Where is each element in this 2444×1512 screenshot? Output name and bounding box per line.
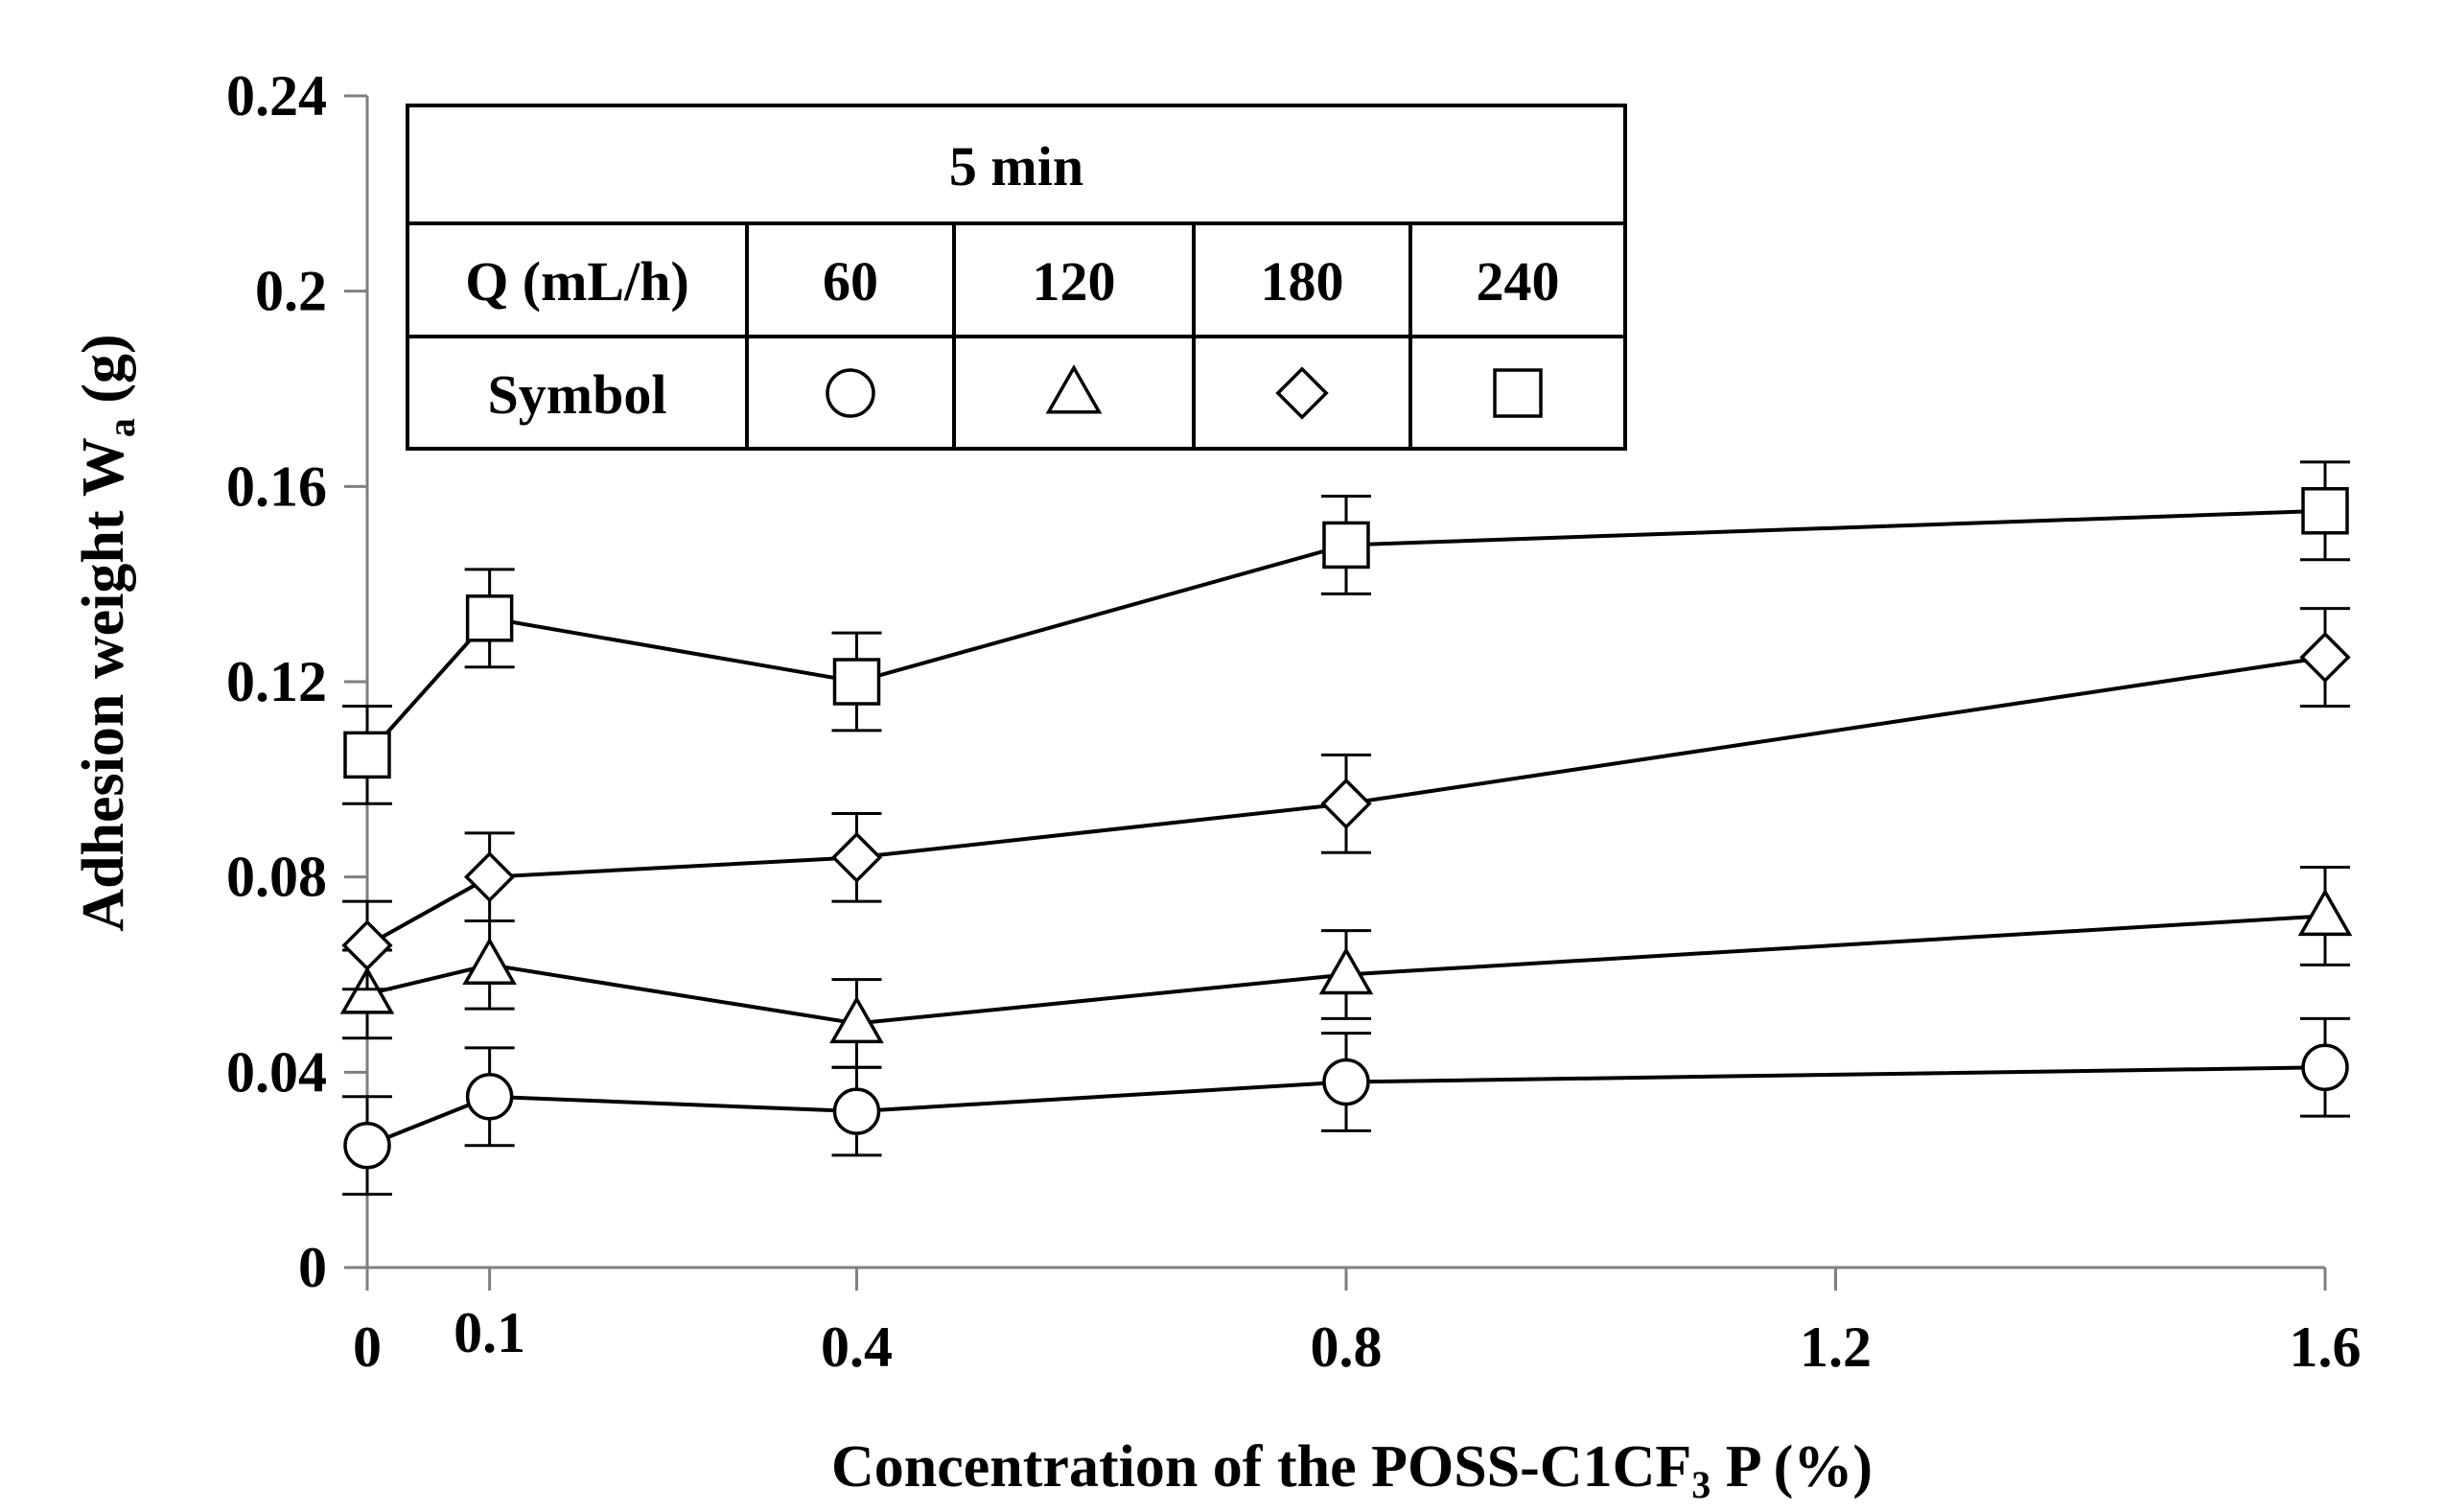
series-180 (341, 607, 2351, 991)
y-tick-label: 0.12 (226, 650, 327, 713)
x-axis-label-sub: 3 (1691, 1463, 1711, 1506)
data-point (343, 731, 391, 779)
legend-symbol-diamond (1275, 366, 1329, 420)
data-point (832, 658, 881, 706)
y-tick-label: 0.08 (226, 846, 327, 909)
y-tick-label: 0.24 (226, 64, 327, 128)
data-point (1320, 778, 1372, 829)
x-tick-label: 1.2 (1800, 1315, 1872, 1379)
y-tick-label: 0.16 (226, 454, 327, 518)
data-point (832, 1087, 881, 1135)
y-tick-label: 0.2 (255, 260, 327, 323)
data-point (2299, 631, 2351, 684)
legend-q-value: 120 (1033, 250, 1116, 313)
series-layer (339, 460, 2353, 1197)
data-point (1318, 946, 1374, 995)
data-point (341, 919, 393, 971)
y-tick-label: 0 (298, 1236, 327, 1299)
y-axis-label-sub: a (100, 418, 143, 437)
legend-q-label: Q (mL/h) (465, 250, 689, 313)
legend-q-value: 180 (1261, 250, 1344, 313)
series-120 (339, 865, 2353, 1069)
data-point (339, 966, 395, 1014)
data-point (2301, 487, 2349, 535)
legend-symbol-label: Symbol (488, 363, 667, 426)
y-axis-label: Adhesion weight Wa (g) (71, 334, 143, 931)
data-point (830, 831, 883, 883)
series-60 (342, 1016, 2350, 1197)
legend-symbol-triangle (1045, 364, 1103, 414)
data-point (465, 1073, 514, 1121)
data-point (462, 937, 517, 986)
axes: 0 0.04 0.08 0.12 0.16 0.2 0.24 0 0.1 0.4 0.8 1.2 1.6 (226, 64, 2362, 1379)
data-point (464, 851, 516, 903)
x-tick-label: 0.1 (454, 1301, 525, 1364)
x-tick-label: 0 (353, 1315, 382, 1379)
y-tick-label: 0.04 (226, 1040, 327, 1104)
legend-symbol-circle (826, 368, 875, 418)
data-point (2301, 1043, 2349, 1091)
legend-header: 5 min (949, 135, 1083, 198)
legend-q-value: 240 (1477, 250, 1560, 313)
legend-table: 5 min Q (mL/h) Symbol 60 120 180 240 (406, 104, 1627, 451)
series-240 (342, 460, 2350, 805)
legend-symbols (826, 364, 1543, 420)
data-point (2297, 888, 2353, 937)
data-point (343, 1121, 391, 1170)
legend-border (406, 104, 1627, 451)
x-tick-label: 0.8 (1311, 1315, 1383, 1379)
legend-symbol-square (1493, 368, 1543, 418)
x-axis-label: Concentration of the POSS-C1CF3 P (%) (831, 1434, 1873, 1506)
data-point (1322, 521, 1370, 570)
data-point (1322, 1058, 1370, 1106)
data-point (829, 995, 884, 1044)
data-point (465, 594, 514, 642)
x-tick-label: 1.6 (2290, 1315, 2362, 1379)
legend-q-value: 60 (823, 250, 878, 313)
x-tick-label: 0.4 (821, 1315, 893, 1379)
